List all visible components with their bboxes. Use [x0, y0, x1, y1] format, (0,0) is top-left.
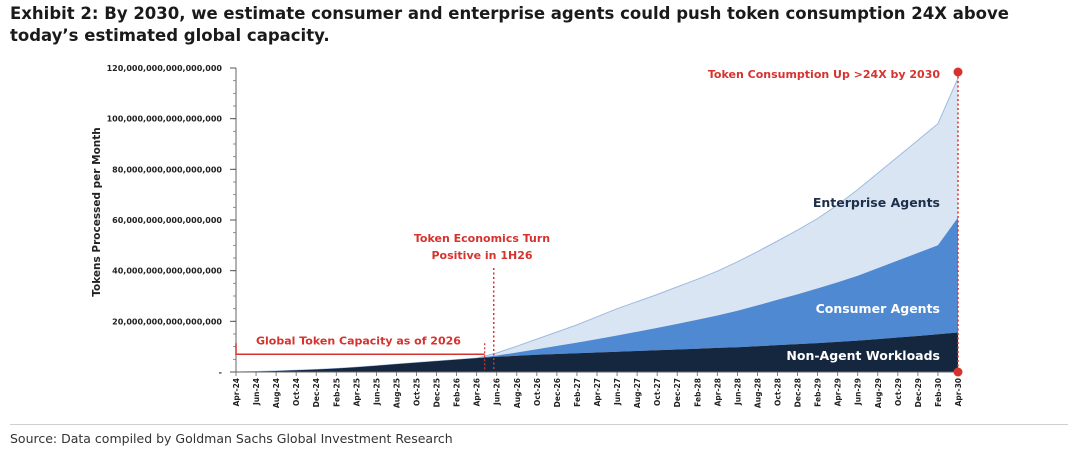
chart-title: Exhibit 2: By 2030, we estimate consumer… — [10, 4, 1009, 45]
source-note: Source: Data compiled by Goldman Sachs G… — [10, 431, 453, 446]
x-tick-label: Apr-28 — [713, 378, 722, 406]
enterprise-agents-area — [236, 78, 958, 372]
x-tick-label: Apr-26 — [473, 378, 482, 406]
x-tick-label: Apr-25 — [352, 378, 361, 406]
x-tick-label: Jun-24 — [252, 378, 261, 406]
series-labels: Enterprise Agents Consumer Agents Non-Agen… — [786, 195, 940, 363]
non-agent-workloads-area — [236, 332, 958, 372]
x-tick-label: Dec-27 — [673, 378, 682, 407]
x-tick-label: Apr-29 — [834, 378, 843, 406]
x-tick-label: Aug-24 — [272, 378, 281, 408]
x-tick-label: Jun-28 — [733, 378, 742, 406]
x-tick-label: Oct-26 — [533, 378, 542, 406]
x-tick-label: Dec-28 — [794, 378, 803, 407]
y-tick-label: 20,000,000,000,000,000 — [112, 317, 222, 326]
x-tick-label: Aug-28 — [753, 378, 762, 408]
y-tick-label: 100,000,000,000,000,000 — [107, 115, 223, 124]
y-tick-label: 120,000,000,000,000,000 — [107, 64, 223, 73]
x-tick-label: Feb-27 — [573, 378, 582, 407]
x-tick-label: Jun-29 — [854, 378, 863, 406]
non-agent-workloads-label: Non-Agent Workloads — [786, 348, 940, 363]
enterprise-agents-label: Enterprise Agents — [813, 195, 940, 210]
capacity-label: Global Token Capacity as of 2026 — [256, 334, 461, 347]
x-tick-label: Feb-29 — [814, 378, 823, 407]
x-tick-label: Oct-27 — [653, 378, 662, 406]
y-tick-label: - — [219, 368, 222, 377]
annotations: Global Token Capacity as of 2026 Token Ec… — [235, 67, 963, 377]
x-tick-label: Oct-28 — [774, 378, 783, 406]
x-tick-label: Dec-25 — [433, 378, 442, 407]
x-tick-label: Aug-27 — [633, 378, 642, 408]
x-tick-label: Dec-24 — [312, 378, 321, 407]
y-tick-label: 40,000,000,000,000,000 — [112, 267, 222, 276]
turn-label-line-1: Token Economics Turn — [414, 232, 550, 245]
x-tick-label: Apr-30 — [954, 378, 963, 406]
up-marker-bottom-dot — [953, 367, 963, 377]
x-tick-label: Feb-25 — [332, 378, 341, 407]
x-tick-label: Apr-24 — [232, 378, 241, 406]
x-tick-label: Jun-26 — [493, 378, 502, 406]
y-tick-label: 80,000,000,000,000,000 — [112, 165, 222, 174]
capacity-bracket — [235, 343, 485, 356]
x-tick-label: Oct-29 — [894, 378, 903, 406]
x-tick-label: Aug-29 — [874, 378, 883, 408]
x-tick-label: Dec-26 — [553, 378, 562, 407]
x-tick-label: Aug-25 — [392, 378, 401, 408]
y-axis: - 20,000,000,000,000,000 40,000,000,000,00… — [107, 64, 237, 377]
x-tick-label: Jun-27 — [613, 378, 622, 406]
x-tick-label: Oct-25 — [413, 378, 422, 406]
turn-label-line-2: Positive in 1H26 — [431, 249, 532, 262]
x-tick-label: Feb-30 — [934, 378, 943, 407]
x-tick-label: Aug-26 — [513, 378, 522, 408]
consumer-agents-label: Consumer Agents — [816, 301, 940, 316]
y-axis-label: Tokens Processed per Month — [91, 127, 103, 297]
up-marker-top-dot — [953, 67, 963, 77]
footer-divider — [10, 424, 1068, 425]
x-tick-label: Jun-25 — [372, 378, 381, 406]
x-tick-label: Oct-24 — [292, 378, 301, 406]
x-axis: Apr-24 Jun-24 Aug-24 Oct-24 Dec-24 Feb-25 Apr-… — [232, 371, 963, 408]
x-tick-label: Apr-27 — [593, 378, 602, 406]
x-tick-label: Feb-28 — [693, 378, 702, 407]
x-tick-label: Dec-29 — [914, 378, 923, 407]
consumer-agents-area — [236, 217, 958, 372]
series-areas — [235, 77, 959, 373]
up-label: Token Consumption Up >24X by 2030 — [708, 68, 940, 81]
y-tick-label: 60,000,000,000,000,000 — [112, 216, 222, 225]
x-tick-label: Feb-26 — [453, 378, 462, 407]
